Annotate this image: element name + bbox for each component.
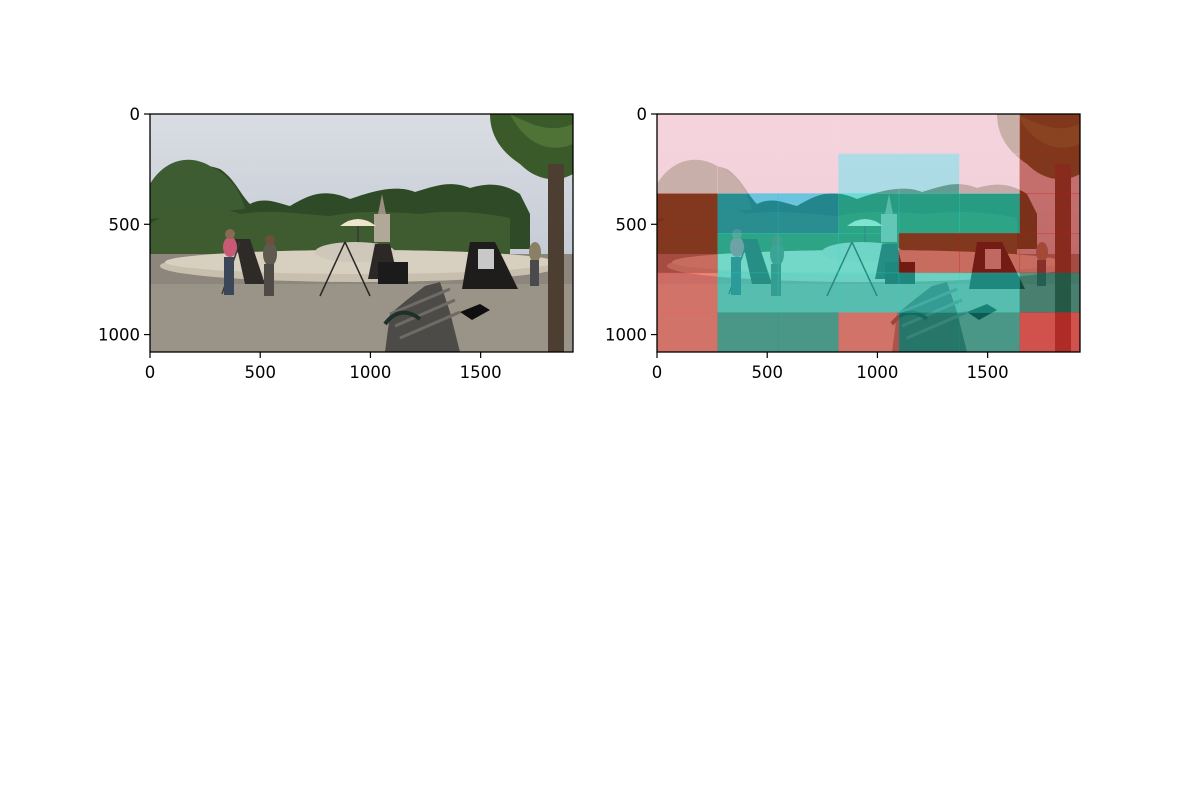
heatmap-cell	[777, 193, 839, 234]
x-tick-label: 1000	[349, 363, 391, 382]
heatmap-cell	[1019, 153, 1080, 194]
park-photo	[150, 114, 573, 352]
heatmap-cell	[777, 153, 839, 194]
heatmap-cell	[717, 233, 779, 274]
heatmap-cell	[657, 272, 718, 313]
heatmap-cell	[838, 193, 900, 234]
y-tick-label: 1000	[98, 326, 140, 345]
x-tick-label: 500	[751, 363, 783, 382]
heatmap-cell	[959, 233, 1021, 274]
x-tick-label: 1500	[460, 363, 502, 382]
heatmap-cell	[898, 114, 960, 155]
x-tick-label: 0	[652, 363, 663, 382]
right-image-panel: 0 500 1000 1500 0 500 1000	[605, 105, 1081, 382]
heatmap-cell	[657, 193, 718, 234]
right-y-ticks: 0 500 1000	[605, 105, 657, 345]
heatmap-cell	[959, 114, 1021, 155]
y-tick-label: 500	[616, 215, 648, 234]
left-image-panel: 0 500 1000 1500 0 500 1000	[98, 105, 574, 382]
x-tick-label: 1000	[856, 363, 898, 382]
heatmap-cell	[657, 114, 718, 155]
heatmap-cell	[1019, 233, 1080, 274]
heatmap-cell	[1019, 312, 1080, 352]
heatmap-cell	[777, 233, 839, 274]
heatmap-cell	[898, 272, 960, 313]
heatmap-cell	[717, 153, 779, 194]
heatmap-cell	[898, 233, 960, 274]
x-tick-label: 500	[244, 363, 276, 382]
heatmap-cell	[777, 272, 839, 313]
heatmap-cell	[717, 114, 779, 155]
left-y-ticks: 0 500 1000	[98, 105, 150, 345]
heatmap-cell	[717, 272, 779, 313]
y-tick-label: 0	[637, 105, 648, 124]
heatmap-cell	[1019, 272, 1080, 313]
left-x-ticks: 0 500 1000 1500	[145, 352, 502, 382]
heatmap-cell	[657, 312, 718, 352]
y-tick-label: 1000	[605, 326, 647, 345]
heatmap-cell	[717, 312, 779, 352]
heatmap-cell	[1019, 114, 1080, 155]
heatmap-cell	[959, 193, 1021, 234]
left-axes-frame	[149, 113, 574, 353]
heatmap-cell	[1019, 193, 1080, 234]
heatmap-cell	[898, 312, 960, 352]
heatmap-cell	[838, 312, 900, 352]
heatmap-cell	[838, 153, 900, 194]
y-tick-label: 500	[109, 215, 141, 234]
right-x-ticks: 0 500 1000 1500	[652, 352, 1009, 382]
heatmap-cell	[838, 233, 900, 274]
right-axes-frame	[656, 113, 1081, 353]
heatmap-cell	[959, 153, 1021, 194]
heatmap-cell	[959, 272, 1021, 313]
heatmap-overlay	[657, 114, 1080, 352]
heatmap-cell	[777, 114, 839, 155]
heatmap-cell	[898, 193, 960, 234]
heatmap-cell	[898, 153, 960, 194]
heatmap-cell	[959, 312, 1021, 352]
y-tick-label: 0	[130, 105, 141, 124]
x-tick-label: 0	[145, 363, 156, 382]
heatmap-cell	[657, 233, 718, 274]
heatmap-cell	[657, 153, 718, 194]
heatmap-cell	[717, 193, 779, 234]
heatmap-cell	[838, 114, 900, 155]
x-tick-label: 1500	[967, 363, 1009, 382]
heatmap-cell	[777, 312, 839, 352]
heatmap-cell	[838, 272, 900, 313]
